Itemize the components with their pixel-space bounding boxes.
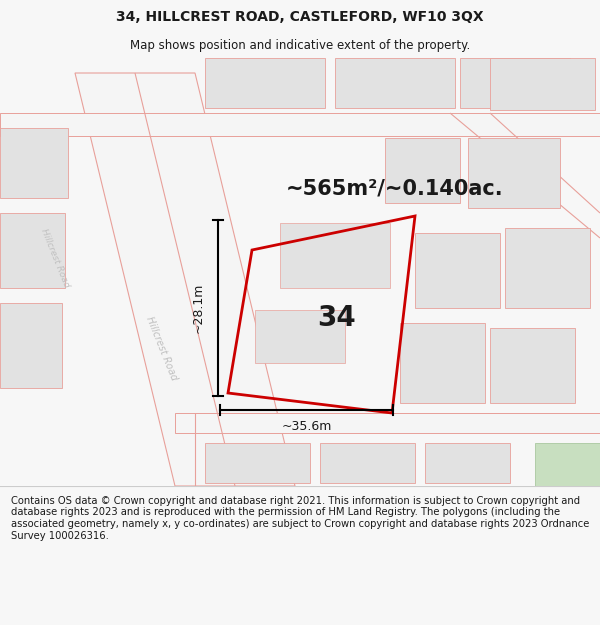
Text: 34, HILLCREST ROAD, CASTLEFORD, WF10 3QX: 34, HILLCREST ROAD, CASTLEFORD, WF10 3QX xyxy=(116,11,484,24)
Polygon shape xyxy=(0,113,600,136)
Polygon shape xyxy=(255,310,345,363)
Polygon shape xyxy=(205,58,325,108)
Polygon shape xyxy=(280,223,390,288)
Polygon shape xyxy=(425,443,510,483)
Text: Hillcrest Road: Hillcrest Road xyxy=(39,228,71,289)
Polygon shape xyxy=(205,443,310,483)
Polygon shape xyxy=(175,413,600,433)
Polygon shape xyxy=(320,443,415,483)
Polygon shape xyxy=(460,58,570,108)
Polygon shape xyxy=(0,303,62,388)
Text: 34: 34 xyxy=(317,304,356,332)
Text: Hillcrest Road: Hillcrest Road xyxy=(145,314,179,381)
Polygon shape xyxy=(415,233,500,308)
Polygon shape xyxy=(400,323,485,403)
Polygon shape xyxy=(468,138,560,208)
Text: Contains OS data © Crown copyright and database right 2021. This information is : Contains OS data © Crown copyright and d… xyxy=(11,496,589,541)
Polygon shape xyxy=(0,128,68,198)
Text: ~565m²/~0.140ac.: ~565m²/~0.140ac. xyxy=(286,178,504,198)
Polygon shape xyxy=(0,213,65,288)
Polygon shape xyxy=(75,73,295,486)
Text: ~28.1m: ~28.1m xyxy=(191,282,205,333)
Polygon shape xyxy=(490,328,575,403)
Polygon shape xyxy=(335,58,455,108)
Polygon shape xyxy=(385,138,460,203)
Polygon shape xyxy=(535,443,600,486)
Polygon shape xyxy=(505,228,590,308)
Polygon shape xyxy=(490,58,595,110)
Text: Map shows position and indicative extent of the property.: Map shows position and indicative extent… xyxy=(130,39,470,52)
Text: ~35.6m: ~35.6m xyxy=(281,419,332,432)
